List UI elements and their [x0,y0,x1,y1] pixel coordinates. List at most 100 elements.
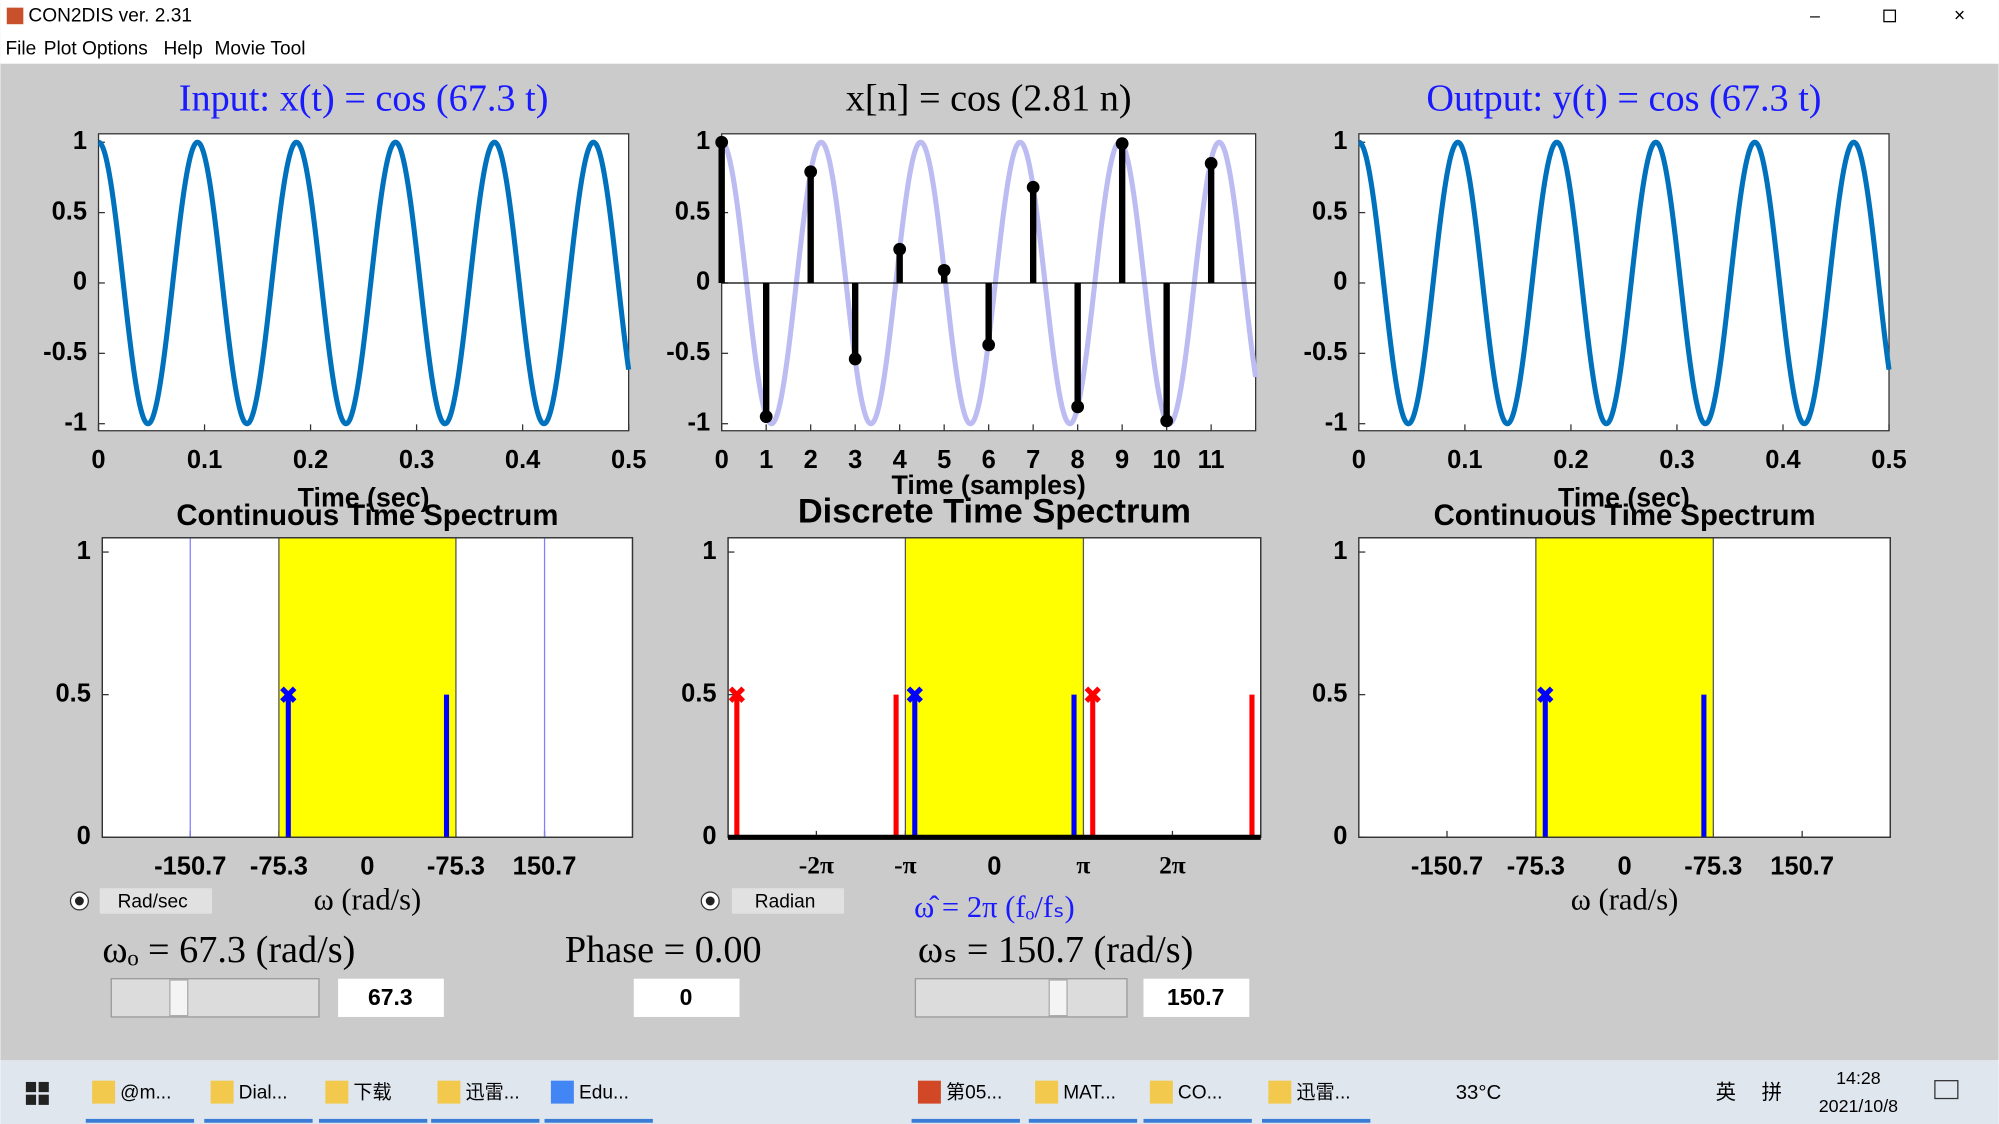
start-button[interactable] [25,1081,49,1105]
stem-dot [1160,414,1174,428]
slider[interactable] [914,978,1128,1018]
waveform [1358,139,1892,427]
menu-item[interactable]: File [5,39,36,60]
clock-date[interactable]: 2021/10/8 [1819,1096,1898,1116]
menu-item[interactable]: Plot Options [44,39,148,60]
weather[interactable]: 33°C [1456,1082,1502,1104]
axes-frame [101,537,634,838]
textbox-value[interactable]: 0 [680,984,693,1010]
x-tick-label: π [1076,851,1090,880]
plot-title: Input: x(t) = cos (67.3 t) [179,78,549,120]
restore[interactable] [1883,9,1897,23]
x-axis-label: Time (samples) [892,470,1086,500]
x-tick-label: -75.3 [250,853,308,881]
stem-dot [1204,156,1218,170]
stem-marker [280,686,297,703]
x-tick-label: 1 [759,446,773,474]
app-label: MAT... [1063,1082,1116,1103]
phase-label: Phase = 0.00 [565,929,762,971]
spectrum-title: Continuous Time Spectrum [176,499,558,532]
x-tick-label: -75.3 [427,853,485,881]
app-icon [1268,1080,1292,1104]
x-tick-label: 5 [937,446,951,474]
x-tick-label: -75.3 [1507,853,1565,881]
x-tick-label: 150.7 [1770,853,1834,881]
stem-marker [1084,686,1101,703]
radio-label[interactable]: Rad/sec [118,891,189,912]
textbox[interactable] [633,978,740,1017]
app-underline [1028,1118,1138,1123]
y-tick-label: 0 [1333,268,1347,296]
x-tick-label: 11 [1198,446,1225,474]
x-tick-label: 0 [715,446,729,474]
app-icon [917,1080,941,1104]
y-tick-label: 1 [1333,537,1347,565]
x-tick-label: 2 [804,446,818,474]
stem-dot [937,263,951,277]
spectrum-title: Continuous Time Spectrum [1434,499,1816,532]
axes-frame [1358,537,1891,838]
app-icon [550,1080,574,1104]
slider[interactable] [110,978,320,1018]
y-tick-label: -1 [1325,408,1348,436]
app-label: CO... [1178,1082,1223,1103]
x-tick-label: 0 [91,446,105,474]
menu-item[interactable]: Movie Tool [214,39,305,60]
y-tick-label: 0.5 [681,679,716,707]
y-tick-label: 0.5 [55,679,90,707]
x-tick-label: 0.5 [1871,446,1906,474]
ime[interactable]: 拼 [1762,1081,1782,1104]
radio-label[interactable]: Radian [755,891,816,912]
x-tick-label: 10 [1152,446,1180,474]
ime[interactable]: 英 [1716,1081,1736,1104]
clock-time[interactable]: 14:28 [1836,1068,1881,1088]
app-label: 第05... [946,1081,1002,1103]
x-tick-label: 0 [1352,446,1366,474]
app-underline [318,1118,428,1123]
textbox-value[interactable]: 150.7 [1167,984,1224,1010]
app-underline [85,1118,195,1123]
plot-title: Output: y(t) = cos (67.3 t) [1426,78,1821,120]
slider-thumb[interactable] [1048,979,1068,1017]
x-tick-label: -75.3 [1684,853,1742,881]
menu-item[interactable]: Help [164,39,203,60]
app-underline [1143,1118,1252,1123]
y-tick-label: -0.5 [666,338,710,366]
textbox[interactable] [1143,978,1250,1017]
y-tick-label: 0 [1333,822,1347,850]
stem-dot [982,338,996,352]
app-icon [92,1080,116,1104]
x-tick-label: 4 [893,446,908,474]
slider-thumb[interactable] [169,979,189,1017]
x-tick-label: 0.3 [1659,446,1694,474]
app-label: Edu... [579,1082,629,1103]
close[interactable]: × [1954,6,1965,27]
notifications[interactable] [1934,1080,1959,1100]
textbox-value[interactable]: 67.3 [368,984,413,1010]
y-tick-label: 0.5 [675,197,710,225]
app-icon [210,1080,234,1104]
y-tick-label: 0 [702,822,716,850]
app-icon [1149,1080,1173,1104]
minimize[interactable]: – [1810,5,1820,25]
x-tick-label: 0 [360,853,374,881]
x-tick-label: -2π [799,851,834,880]
y-tick-label: 1 [702,537,716,565]
x-axis-label: ω (rad/s) [1571,882,1679,916]
stem-dot [1115,137,1129,151]
window-title: CON2DIS ver. 2.31 [28,6,192,27]
radio-dot [705,896,715,906]
band [278,537,457,838]
stem-dot [759,410,773,424]
y-tick-label: 1 [1333,127,1347,155]
x-tick-label: 0.5 [611,446,646,474]
x-tick-label: 7 [1026,446,1040,474]
title-bar [0,0,1999,64]
y-tick-label: 0.5 [1312,679,1347,707]
x-tick-label: 0.1 [187,446,222,474]
y-tick-label: 0 [73,268,87,296]
x-tick-label: -150.7 [1411,853,1483,881]
textbox[interactable] [338,978,444,1017]
stem-dot [1026,180,1040,194]
x-tick-label: -150.7 [154,853,226,881]
